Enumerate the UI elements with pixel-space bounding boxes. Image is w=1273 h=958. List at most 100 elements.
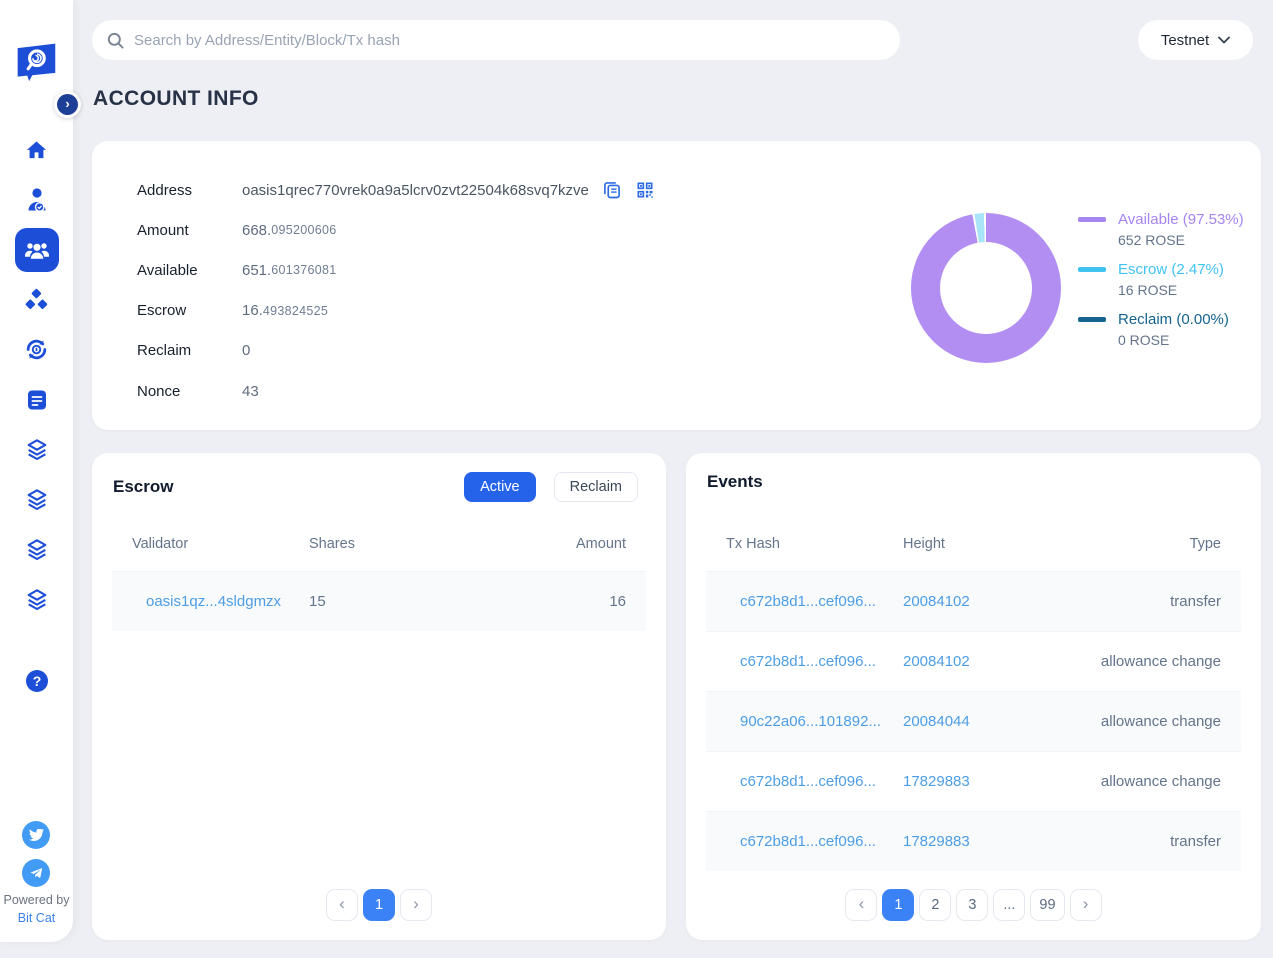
sidebar-item-help[interactable]: ?: [0, 669, 73, 693]
nonce-value: 43: [242, 382, 259, 400]
twitter-link[interactable]: [22, 821, 50, 849]
copy-address-button[interactable]: [602, 180, 622, 200]
escrow-card: Escrow Active Reclaim Validator Shares A…: [92, 453, 666, 940]
escrow-table-header: Validator Shares Amount: [112, 517, 646, 571]
legend-label-reclaim: Reclaim (0.00%): [1118, 311, 1229, 328]
sidebar-item-transactions[interactable]: [0, 337, 73, 362]
blocks-icon: [25, 288, 48, 309]
height-link[interactable]: 20084044: [903, 713, 970, 730]
legend-label-available: Available (97.53%): [1118, 211, 1244, 228]
escrow-prev-page-button[interactable]: ‹: [326, 889, 358, 921]
escrow-pagination: ‹ 1 ›: [92, 889, 666, 921]
column-type: Type: [1189, 536, 1221, 552]
events-table-row: c672b8d1...cef096... 17829883 allowance …: [706, 751, 1241, 811]
height-link[interactable]: 17829883: [903, 773, 970, 790]
tx-hash-link[interactable]: 90c22a06...101892...: [740, 713, 881, 730]
transactions-cycle-icon: [26, 339, 47, 360]
escrow-distribution-donut: [911, 213, 1061, 363]
tab-reclaim[interactable]: Reclaim: [553, 472, 638, 502]
search-icon: [107, 32, 124, 49]
field-label: Address: [137, 181, 193, 199]
layers-icon: [27, 539, 46, 561]
events-card: Events Tx Hash Height Type c672b8d1...ce…: [686, 453, 1261, 940]
legend-entry-available: Available (97.53%) 652 ROSE: [1078, 211, 1244, 248]
events-page-ellipsis-button[interactable]: ...: [993, 889, 1026, 921]
donut-legend: Available (97.53%) 652 ROSE Escrow (2.47…: [1078, 211, 1244, 361]
sidebar-item-paratime-1[interactable]: [0, 437, 73, 462]
tab-active[interactable]: Active: [464, 472, 536, 502]
sidebar-item-paratime-3[interactable]: [0, 537, 73, 562]
document-icon: [27, 390, 46, 409]
events-table-row: 90c22a06...101892... 20084044 allowance …: [706, 691, 1241, 751]
sidebar-item-blocks[interactable]: [0, 288, 73, 312]
active-nav-highlight: [14, 228, 59, 272]
sidebar-item-home[interactable]: [0, 138, 73, 162]
sidebar-collapse-button[interactable]: ›: [54, 91, 81, 118]
field-label: Nonce: [137, 382, 181, 400]
field-label: Escrow: [137, 302, 187, 320]
height-link[interactable]: 20084102: [903, 653, 970, 670]
escrow-integer: 16.: [242, 302, 263, 320]
events-prev-page-button[interactable]: ‹: [845, 889, 878, 921]
account-field-reclaim: Reclaim 0: [137, 331, 655, 371]
legend-value-escrow: 16 ROSE: [1118, 282, 1178, 298]
legend-swatch-available: [1078, 217, 1106, 222]
accounts-group-icon: [24, 243, 49, 259]
events-table-row: c672b8d1...cef096... 17829883 transfer: [706, 811, 1241, 871]
chevron-down-icon: [1218, 36, 1231, 44]
column-amount: Amount: [576, 536, 626, 552]
reclaim-value: 0: [242, 342, 251, 360]
field-label: Amount: [137, 221, 189, 239]
field-label: Reclaim: [137, 342, 192, 360]
legend-swatch-escrow: [1078, 267, 1106, 272]
oasis-monitor-logo-icon: [17, 43, 56, 82]
tx-hash-link[interactable]: c672b8d1...cef096...: [740, 773, 876, 790]
sidebar-item-proposals[interactable]: [0, 387, 73, 412]
search-input[interactable]: [134, 31, 886, 49]
tx-hash-link[interactable]: c672b8d1...cef096...: [740, 833, 876, 850]
tx-hash-link[interactable]: c672b8d1...cef096...: [740, 593, 876, 610]
height-link[interactable]: 17829883: [903, 833, 970, 850]
sidebar-item-accounts[interactable]: [0, 228, 73, 272]
legend-entry-reclaim: Reclaim (0.00%) 0 ROSE: [1078, 311, 1244, 348]
escrow-next-page-button[interactable]: ›: [400, 889, 432, 921]
bit-cat-link[interactable]: Bit Cat: [17, 911, 56, 925]
available-decimals: 601376081: [271, 263, 337, 278]
sidebar: ›: [0, 0, 81, 942]
app-logo[interactable]: [14, 39, 58, 83]
validator-link[interactable]: oasis1qz...4sldgmzx: [146, 593, 282, 610]
events-page-3-button[interactable]: 3: [956, 889, 989, 921]
escrow-page-1-button[interactable]: 1: [363, 889, 395, 921]
sidebar-item-paratime-2[interactable]: [0, 487, 73, 512]
account-info-card: Address oasis1qrec770vrek0a9a5lcrv0zvt22…: [92, 141, 1261, 430]
events-page-1-button[interactable]: 1: [882, 889, 915, 921]
event-type: allowance change: [1100, 773, 1221, 790]
legend-value-reclaim: 0 ROSE: [1118, 332, 1170, 348]
events-next-page-button[interactable]: ›: [1069, 889, 1102, 921]
account-fields: Address oasis1qrec770vrek0a9a5lcrv0zvt22…: [137, 170, 655, 411]
account-field-nonce: Nonce 43: [137, 371, 655, 411]
events-page-2-button[interactable]: 2: [919, 889, 952, 921]
telegram-link[interactable]: [22, 859, 50, 887]
sidebar-item-validators[interactable]: [0, 186, 73, 214]
help-question-icon: ?: [25, 670, 48, 692]
sidebar-item-paratime-4[interactable]: [0, 587, 73, 612]
network-selected-label: Testnet: [1160, 31, 1210, 49]
telegram-icon: [30, 868, 42, 878]
layers-icon: [27, 589, 46, 611]
height-link[interactable]: 20084102: [903, 593, 970, 610]
account-field-address: Address oasis1qrec770vrek0a9a5lcrv0zvt22…: [137, 170, 655, 210]
show-qr-button[interactable]: [635, 180, 655, 200]
escrow-decimals: 493824525: [262, 303, 329, 318]
account-address-value: oasis1qrec770vrek0a9a5lcrv0zvt22504k68sv…: [242, 181, 589, 199]
escrow-card-title: Escrow: [113, 477, 174, 496]
events-page-99-button[interactable]: 99: [1030, 889, 1065, 921]
events-card-title: Events: [707, 472, 763, 491]
escrow-table: Validator Shares Amount oasis1qz...4sldg…: [112, 517, 646, 631]
amount-integer: 668.: [242, 221, 272, 239]
tx-hash-link[interactable]: c672b8d1...cef096...: [740, 653, 876, 670]
network-selector[interactable]: Testnet: [1138, 20, 1253, 60]
column-validator: Validator: [132, 536, 189, 552]
legend-entry-escrow: Escrow (2.47%) 16 ROSE: [1078, 261, 1244, 298]
